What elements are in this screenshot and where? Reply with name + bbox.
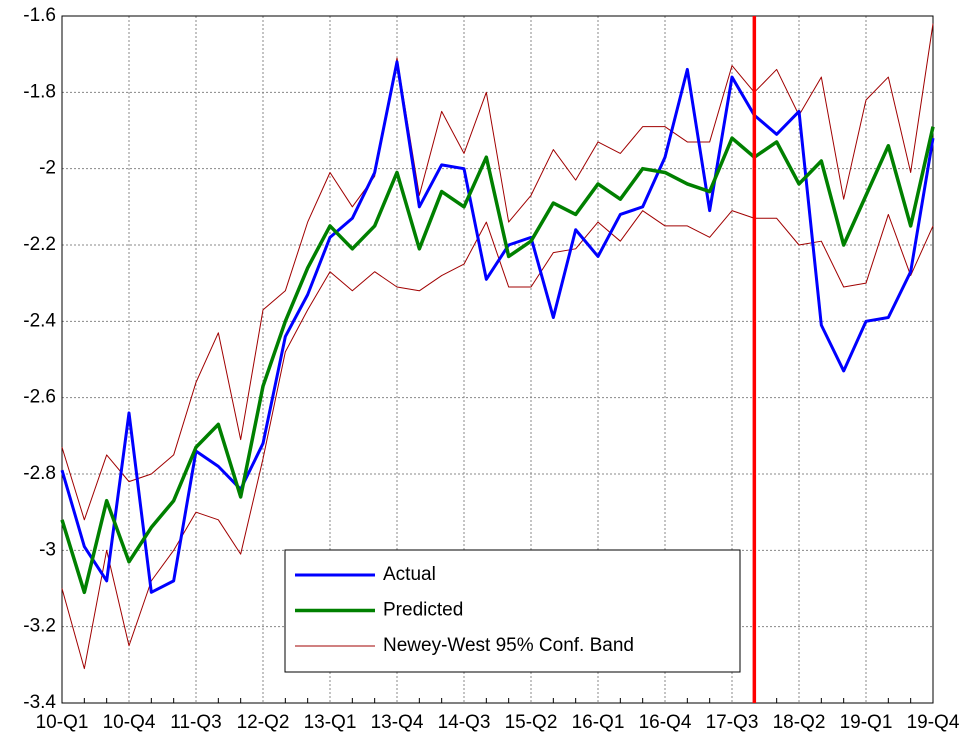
y-tick-label: -1.6	[23, 5, 56, 26]
legend: Actual Predicted Newey-West 95% Conf. Band	[284, 549, 741, 673]
y-tick-label: -2.4	[23, 310, 56, 331]
band-lower	[61, 210, 934, 670]
x-tick-label: 14-Q3	[438, 712, 491, 733]
legend-label: Predicted	[383, 600, 463, 621]
x-tick-label: 11-Q3	[170, 712, 221, 733]
legend-label: Actual	[383, 564, 436, 585]
x-tick-label: 10-Q4	[103, 712, 156, 733]
x-tick-label: 12-Q2	[237, 712, 290, 733]
x-tick-label: 17-Q3	[706, 712, 759, 733]
series-line	[60, 126, 935, 595]
x-tick-label: 10-Q1	[36, 712, 89, 733]
x-tick-label: 13-Q1	[304, 712, 357, 733]
x-tick-label: 18-Q2	[773, 712, 826, 733]
x-tick-label: 16-Q1	[572, 712, 625, 733]
y-tick-label: -1.8	[23, 81, 56, 102]
plot-frame	[61, 15, 934, 704]
y-tick-label: -3.2	[23, 616, 56, 637]
y-tick-label: -3	[39, 539, 56, 560]
x-tick-label: 15-Q2	[505, 712, 558, 733]
y-tick-label: -2.8	[23, 463, 56, 484]
y-tick-label: -2	[39, 158, 56, 179]
legend-label: Newey-West 95% Conf. Band	[383, 635, 634, 656]
series-line	[60, 60, 935, 594]
y-tick-label: -2.2	[23, 234, 56, 255]
x-tick-label: 13-Q4	[371, 712, 424, 733]
y-tick-label: -3.4	[23, 692, 56, 713]
x-tick-label: 19-Q4	[907, 712, 960, 733]
band-upper	[61, 23, 934, 521]
x-tick-label: 19-Q1	[840, 712, 893, 733]
x-tick-label: 16-Q4	[639, 712, 692, 733]
y-tick-label: -2.6	[23, 387, 56, 408]
